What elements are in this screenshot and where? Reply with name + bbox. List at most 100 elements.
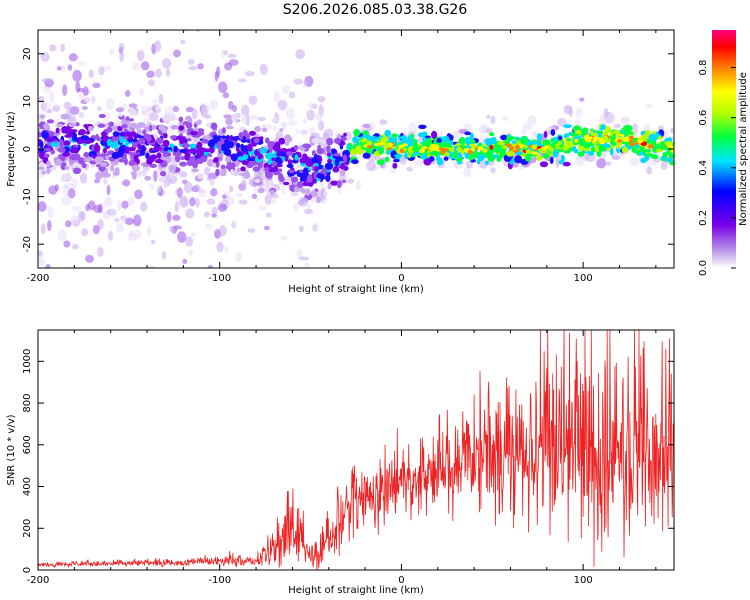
heatmap-cell bbox=[619, 133, 625, 137]
heatmap-cell bbox=[286, 151, 293, 156]
heatmap-cell bbox=[255, 197, 260, 202]
heatmap-cell bbox=[355, 179, 361, 191]
heatmap-cell bbox=[235, 147, 240, 152]
heatmap-cell bbox=[484, 160, 489, 165]
heatmap-cell bbox=[391, 133, 399, 138]
heatmap-cell bbox=[189, 143, 197, 149]
heatmap-cell bbox=[238, 199, 248, 205]
heatmap-cell bbox=[514, 155, 523, 164]
heatmap-cell bbox=[123, 157, 128, 166]
heatmap-cell bbox=[137, 128, 142, 135]
heatmap-cell bbox=[209, 99, 219, 111]
heatmap-cell bbox=[428, 155, 435, 162]
heatmap-cell bbox=[307, 203, 312, 209]
colorbar-tick-label: 0.8 bbox=[698, 60, 709, 76]
heatmap-cell bbox=[333, 137, 342, 144]
heatmap-cell bbox=[199, 189, 204, 193]
heatmap-cell bbox=[221, 194, 227, 199]
heatmap-cell bbox=[306, 174, 313, 183]
heatmap-cell bbox=[450, 149, 455, 153]
heatmap-cell bbox=[406, 166, 414, 172]
heatmap-cell bbox=[511, 140, 517, 144]
heatmap-cell bbox=[97, 358, 104, 365]
heatmap-cell bbox=[660, 156, 665, 161]
heatmap-cell bbox=[434, 152, 440, 157]
heatmap-cell bbox=[522, 122, 533, 131]
heatmap-cell bbox=[399, 148, 405, 154]
heatmap-cell bbox=[109, 208, 118, 218]
heatmap-cell bbox=[293, 78, 303, 85]
snr-frame bbox=[37, 329, 675, 571]
heatmap-cell bbox=[185, 208, 195, 219]
heatmap-cell bbox=[168, 164, 177, 173]
heatmap-cell bbox=[407, 139, 414, 144]
heatmap-cell bbox=[290, 191, 299, 197]
heatmap-cell bbox=[562, 161, 571, 167]
heatmap-cell bbox=[177, 231, 187, 243]
heatmap-cell bbox=[645, 103, 653, 109]
heatmap-cell bbox=[310, 132, 320, 139]
heatmap-cell bbox=[520, 138, 529, 145]
spectrogram-y-tick-label: 20 bbox=[22, 47, 33, 60]
heatmap-cell bbox=[639, 151, 645, 156]
heatmap-cell bbox=[563, 124, 572, 129]
heatmap-cell bbox=[246, 157, 255, 162]
heatmap-cell bbox=[100, 131, 107, 137]
colorbar-label: Normalized spectral amplitude bbox=[738, 72, 749, 226]
heatmap-cell bbox=[441, 141, 451, 148]
heatmap-cell bbox=[146, 106, 154, 112]
heatmap-cell bbox=[41, 170, 47, 175]
heatmap-cell bbox=[558, 160, 564, 165]
heatmap-cell bbox=[154, 40, 162, 53]
heatmap-cell bbox=[77, 87, 85, 93]
heatmap-cell bbox=[669, 127, 674, 134]
heatmap-cell bbox=[46, 160, 52, 168]
heatmap-cell bbox=[184, 153, 191, 161]
heatmap-cell bbox=[123, 128, 128, 133]
heatmap-cell bbox=[487, 155, 495, 160]
heatmap-cell bbox=[312, 222, 318, 231]
heatmap-cell bbox=[596, 158, 607, 169]
heatmap-cell bbox=[77, 61, 85, 66]
heatmap-cell bbox=[667, 144, 672, 149]
heatmap-cell bbox=[99, 162, 108, 167]
heatmap-cell bbox=[302, 143, 311, 149]
heatmap-cell bbox=[146, 70, 155, 79]
heatmap-cell bbox=[647, 144, 654, 149]
heatmap-cell bbox=[262, 124, 267, 129]
heatmap-cell bbox=[267, 158, 273, 165]
heatmap-cell bbox=[56, 66, 62, 71]
heatmap-cell bbox=[226, 125, 234, 130]
heatmap-cell bbox=[153, 170, 158, 182]
heatmap-cell bbox=[95, 16, 105, 21]
heatmap-cell bbox=[218, 225, 227, 237]
heatmap-cell bbox=[64, 165, 69, 170]
heatmap-cell bbox=[103, 178, 108, 185]
heatmap-cell bbox=[130, 171, 137, 176]
heatmap-cell bbox=[46, 167, 51, 175]
heatmap-cell bbox=[179, 161, 187, 167]
heatmap-cell bbox=[645, 148, 651, 153]
heatmap-cell bbox=[251, 193, 258, 199]
heatmap-cell bbox=[587, 150, 595, 156]
heatmap-cell bbox=[104, 172, 111, 178]
heatmap-cell bbox=[182, 258, 188, 265]
heatmap-cell bbox=[304, 262, 310, 268]
heatmap-cell bbox=[257, 160, 263, 169]
heatmap-cell bbox=[248, 95, 258, 106]
heatmap-cell bbox=[326, 137, 334, 146]
heatmap-cell bbox=[501, 145, 508, 149]
colorbar-axis: 0.0 0.2 0.4 0.6 0.8 bbox=[698, 60, 736, 276]
heatmap-cell bbox=[590, 132, 599, 137]
heatmap-cell bbox=[399, 135, 408, 140]
heatmap-cell bbox=[43, 153, 50, 158]
heatmap-cell bbox=[96, 106, 103, 112]
heatmap-cell bbox=[72, 137, 80, 142]
heatmap-cell bbox=[342, 154, 348, 163]
heatmap-cell bbox=[38, 258, 46, 266]
heatmap-cell bbox=[161, 58, 172, 69]
snr-series-line bbox=[38, 330, 674, 570]
heatmap-cell bbox=[121, 200, 129, 209]
heatmap-cell bbox=[240, 166, 246, 172]
